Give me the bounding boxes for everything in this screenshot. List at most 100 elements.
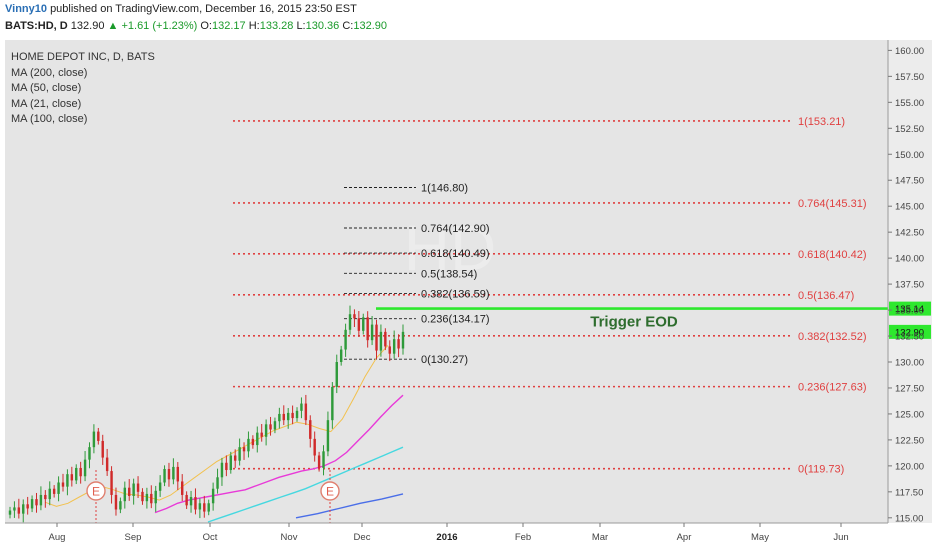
author-link[interactable]: Vinny10	[5, 3, 47, 15]
y-tick-label: 147.50	[895, 176, 924, 187]
candle-body	[304, 403, 308, 421]
candle-body	[379, 331, 383, 351]
candle	[233, 449, 237, 469]
candle	[105, 448, 109, 476]
candle	[335, 354, 338, 394]
candle-body	[79, 467, 82, 477]
candle	[26, 496, 29, 515]
candle	[238, 438, 241, 466]
candle	[101, 434, 104, 465]
candle-body	[70, 474, 74, 481]
candle	[322, 445, 325, 476]
candle	[141, 488, 144, 505]
candle-body	[220, 462, 224, 478]
plot-area[interactable]	[5, 40, 888, 523]
legend-item-ma200[interactable]: MA (200, close)	[11, 66, 88, 79]
candle	[388, 340, 391, 362]
y-tick-label: 150.00	[895, 150, 924, 161]
fib-outer-label: 0.764(145.31)	[798, 198, 867, 210]
candle	[17, 498, 21, 519]
candle-body	[136, 483, 140, 492]
candle	[39, 486, 43, 511]
y-tick-label: 137.50	[895, 280, 924, 291]
candle-body	[8, 510, 12, 515]
candle	[286, 408, 290, 429]
y-tick-label: 127.50	[895, 383, 924, 394]
candle-body	[150, 493, 153, 504]
y-tick-label: 135.00	[895, 306, 924, 317]
candle-body	[13, 507, 16, 511]
candle	[326, 411, 330, 457]
candle-body	[44, 494, 47, 500]
candle-body	[61, 482, 65, 487]
legend-item-ma50[interactable]: MA (50, close)	[11, 82, 82, 94]
fib-inner-label: 1(146.80)	[421, 182, 468, 194]
legend-item-ma100[interactable]: MA (100, close)	[11, 113, 88, 125]
y-tick-label: 160.00	[895, 46, 924, 57]
candle-body	[233, 455, 237, 461]
candle	[344, 323, 347, 357]
candle	[154, 485, 157, 512]
candle	[83, 451, 87, 482]
y-tick-label: 155.00	[895, 98, 924, 109]
candle-body	[313, 438, 316, 456]
candle-body	[326, 420, 330, 452]
price-badge	[889, 324, 931, 339]
symbol-label: BATS:HD, D	[5, 20, 68, 32]
candle-body	[167, 468, 171, 480]
candle-body	[344, 329, 347, 350]
fib-outer-label: 1(153.21)	[798, 116, 845, 128]
fib-outer-label: 0.236(127.63)	[798, 382, 867, 394]
x-axis-labels: Aug Sep Oct Nov Dec 2016 Feb Mar Apr May Jun	[5, 522, 888, 543]
candle	[136, 476, 140, 498]
x-tick-label: Jun	[833, 532, 848, 543]
x-tick-label: May	[751, 532, 769, 543]
candle-body	[375, 324, 378, 351]
legend-item-ma21[interactable]: MA (21, close)	[11, 97, 82, 110]
candle	[48, 481, 51, 506]
candle-body	[370, 324, 374, 341]
candle-body	[300, 403, 303, 411]
candle-body	[286, 412, 290, 421]
candle-body	[114, 494, 118, 510]
y-axis-ticks: 115.00 117.50 120.00 122.50 125.00 127.50 130.…	[887, 40, 924, 524]
candle-body	[48, 488, 51, 500]
candle	[172, 458, 175, 485]
legend-title: HOME DEPOT INC, D, BATS	[11, 51, 155, 63]
y-tick-label: 122.50	[895, 435, 924, 446]
candle-body	[348, 314, 352, 330]
candle-body	[145, 493, 149, 502]
candle	[331, 382, 334, 429]
candle	[251, 435, 255, 449]
quote-bar: BATS:HD, D 132.90 ▲ +1.61 (+1.23%) O:132…	[5, 20, 387, 32]
candle-body	[128, 487, 131, 496]
candle-body	[110, 471, 113, 495]
up-arrow-icon: ▲	[107, 20, 119, 32]
candle	[269, 416, 272, 436]
candle	[75, 464, 78, 485]
candle-body	[278, 413, 281, 422]
candle	[295, 407, 299, 422]
y-tick-label: 125.00	[895, 409, 924, 420]
x-tick-label: Oct	[203, 532, 218, 543]
candle-body	[141, 491, 144, 502]
fib-inner-label: 0.618(140.49)	[421, 248, 490, 260]
price-change: +1.61 (+1.23%)	[121, 20, 198, 32]
candle-body	[366, 317, 369, 341]
candle-body	[57, 482, 60, 494]
candle	[401, 324, 405, 355]
candle-body	[291, 412, 294, 419]
candle	[128, 479, 131, 501]
y-tick-label: 157.50	[895, 72, 924, 83]
candle-body	[75, 467, 78, 481]
trigger-label: Trigger EOD	[590, 314, 678, 331]
candle-body	[392, 339, 396, 354]
fib-levels: 1(153.21) 0.764(145.31) 0.618(140.42) 0.5(1…	[233, 116, 867, 476]
candle-body	[211, 488, 215, 504]
candle	[348, 305, 352, 335]
candle-body	[384, 331, 387, 347]
price-badge-label: 135.14	[895, 304, 924, 315]
candle-body	[194, 497, 197, 510]
price-axis[interactable]	[888, 40, 932, 523]
